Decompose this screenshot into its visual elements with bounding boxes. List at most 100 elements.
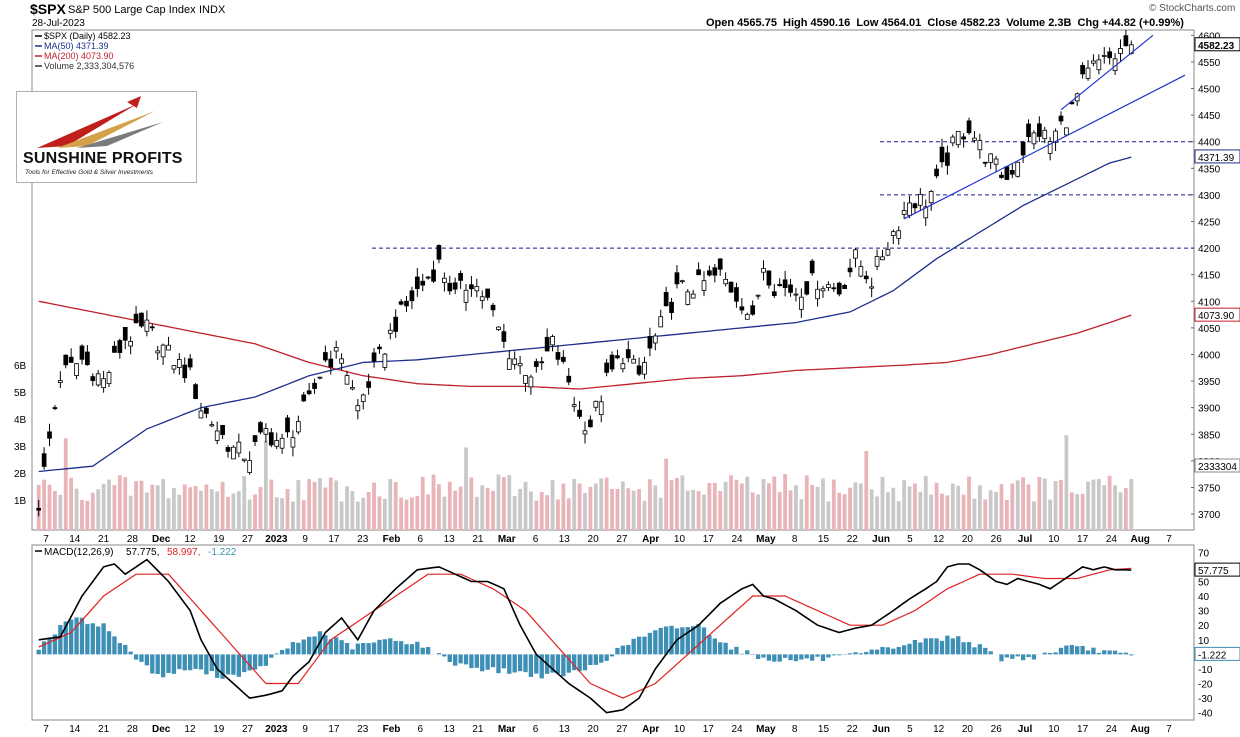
histogram-bar	[620, 645, 626, 655]
histogram-bar	[669, 625, 674, 655]
candle-body	[479, 296, 485, 301]
macd-y-tick-label: -10	[1198, 665, 1213, 676]
histogram-bar	[1118, 652, 1123, 655]
histogram-bar	[442, 654, 447, 657]
histogram-bar	[858, 653, 864, 655]
volume-bar	[940, 493, 944, 530]
candle-body	[701, 280, 707, 291]
histogram-bar	[658, 627, 663, 655]
volume-bar	[485, 487, 490, 530]
volume-axis-label: 6B	[14, 361, 27, 372]
volume-bar	[923, 476, 928, 530]
volume-bar	[983, 499, 988, 530]
volume-bar	[404, 499, 409, 530]
x-tick-label: 5	[907, 534, 913, 545]
histogram-bar	[74, 617, 79, 655]
candle-body	[377, 346, 382, 350]
histogram-bar	[474, 654, 479, 668]
candle-body	[112, 345, 117, 353]
macd-x-tick-label: 27	[616, 724, 628, 735]
volume-bar	[875, 496, 879, 530]
histogram-bar	[507, 654, 512, 674]
volume-bar	[1059, 479, 1063, 530]
histogram-bar	[615, 647, 620, 655]
x-tick-label: 13	[444, 534, 456, 545]
candle-body	[793, 293, 799, 296]
candle-body	[285, 417, 290, 433]
histogram-bar	[366, 643, 371, 655]
candle-body	[923, 206, 929, 219]
macd-signal-line	[38, 567, 1132, 699]
volume-bar	[880, 476, 885, 530]
volume-bar	[144, 492, 149, 530]
price-y-tick-label: 4300	[1198, 191, 1221, 202]
volume-bar	[604, 477, 609, 530]
histogram-bar	[296, 642, 301, 655]
volume-bar	[615, 488, 620, 530]
candle-body	[485, 288, 490, 298]
volume-bar	[269, 479, 274, 530]
volume-bar	[117, 475, 122, 530]
candle-body	[344, 375, 350, 385]
x-tick-label: Dec	[152, 534, 171, 545]
macd-x-tick-label: 23	[357, 724, 369, 735]
candle-body	[231, 446, 236, 460]
histogram-bar	[582, 654, 588, 671]
candle-body	[804, 281, 810, 295]
candle-body	[328, 358, 334, 368]
histogram-bar	[923, 638, 928, 655]
histogram-bar	[1123, 652, 1129, 655]
macd-x-tick-label: Jul	[1018, 724, 1033, 735]
candle-body	[739, 306, 745, 311]
histogram-bar	[128, 651, 133, 655]
volume-bar	[707, 483, 712, 530]
candle-body	[442, 277, 447, 283]
volume-bar	[1021, 477, 1026, 530]
histogram-bar	[209, 654, 214, 672]
macd-legend-name: MACD(12,26,9)	[44, 547, 113, 558]
histogram-bar	[328, 639, 333, 655]
volume-bar	[388, 479, 393, 530]
histogram-bar	[534, 654, 539, 674]
macd-x-tick-label: 12	[933, 724, 945, 735]
histogram-bar	[458, 654, 463, 664]
x-tick-label: 22	[847, 534, 859, 545]
volume-bar	[1129, 479, 1134, 530]
macd-x-tick-label: 27	[242, 724, 254, 735]
candle-body	[458, 273, 463, 281]
ma200-tag: 4073.90	[1198, 311, 1235, 322]
volume-bar	[63, 438, 68, 530]
histogram-bar	[155, 654, 160, 674]
histogram-bar	[339, 640, 344, 655]
candle-body	[1026, 123, 1031, 138]
histogram-bar	[193, 654, 198, 669]
candle-body	[144, 319, 150, 332]
histogram-bar	[1107, 650, 1112, 655]
candle-body	[85, 351, 90, 366]
volume-bar	[339, 501, 344, 530]
volume-bar	[1042, 478, 1047, 530]
volume-bar	[1010, 483, 1015, 530]
histogram-bar	[956, 636, 961, 655]
candle-body	[52, 407, 58, 410]
volume-bar	[539, 491, 544, 530]
macd-x-tick-label: 6	[418, 724, 424, 735]
macd-x-tick-label: Aug	[1130, 724, 1149, 735]
histogram-bar	[550, 654, 555, 673]
ma50-tag-box	[1194, 149, 1240, 164]
candle-body	[707, 270, 712, 276]
histogram-bar	[171, 654, 177, 674]
histogram-bar	[425, 647, 431, 655]
histogram-bar	[47, 638, 52, 655]
histogram-bar	[972, 647, 977, 655]
volume-bar	[821, 478, 825, 530]
histogram-bar	[918, 642, 923, 655]
histogram-bar	[577, 654, 582, 672]
candle-body	[1107, 51, 1113, 59]
histogram-bar	[939, 640, 945, 655]
candle-body	[647, 336, 653, 349]
histogram-bar	[177, 654, 182, 670]
volume-bar	[296, 480, 301, 530]
volume-bar	[745, 476, 750, 530]
